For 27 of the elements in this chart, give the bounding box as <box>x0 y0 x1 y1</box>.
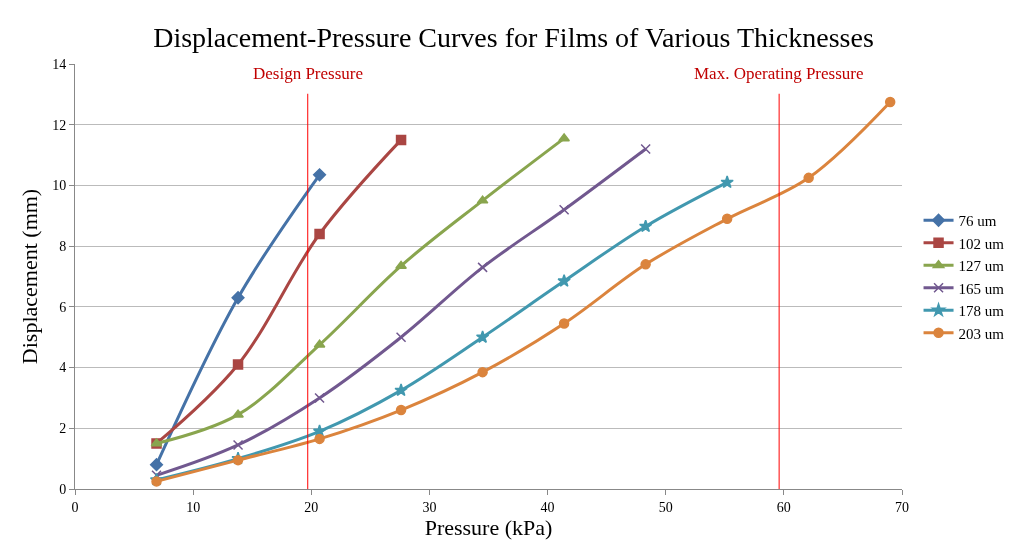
x-tick-label: 40 <box>540 499 555 515</box>
ref-line-label: Max. Operating Pressure <box>694 64 864 83</box>
x-tick-label: 50 <box>658 499 673 515</box>
x-tick-label: 60 <box>776 499 791 515</box>
legend-label: 102 um <box>958 235 1005 252</box>
x-tick-label: 70 <box>895 499 909 515</box>
y-tick-label: 6 <box>59 299 67 315</box>
y-tick-label: 14 <box>52 56 67 72</box>
x-tick-label: 0 <box>71 499 79 515</box>
y-tick-label: 10 <box>52 178 67 194</box>
chart-title: Displacement-Pressure Curves for Films of Various Thicknesses <box>153 22 874 54</box>
ref-line-label: Design Pressure <box>253 64 364 83</box>
y-tick-label: 2 <box>59 421 67 437</box>
legend-label: 203 um <box>958 325 1005 342</box>
y-tick-label: 4 <box>59 360 67 376</box>
x-axis-title: Pressure (kPa) <box>424 514 553 540</box>
x-tick-label: 10 <box>186 499 201 515</box>
legend-label: 127 um <box>958 258 1005 275</box>
x-tick-label: 30 <box>422 499 437 515</box>
y-tick-label: 12 <box>52 117 67 133</box>
y-tick-label: 8 <box>59 239 67 255</box>
y-axis-title: Displacement (mm) <box>17 188 42 365</box>
x-tick-label: 20 <box>304 499 319 515</box>
legend-label: 76 um <box>958 213 997 230</box>
y-tick-label: 0 <box>59 481 67 497</box>
legend-label: 165 um <box>958 280 1005 297</box>
legend-label: 178 um <box>958 303 1005 320</box>
